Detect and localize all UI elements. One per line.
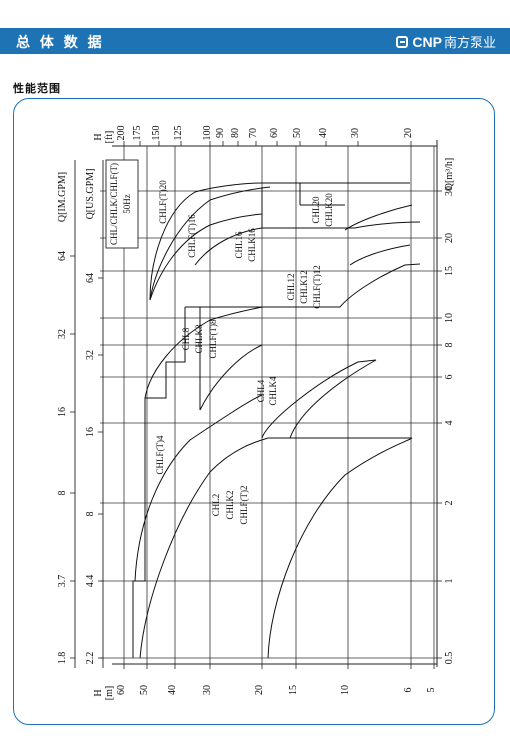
series-label-chl4-1: CHL4	[256, 379, 266, 402]
curve-chl12-lower	[339, 263, 421, 308]
q-m3h-axis-label: Q[m³/h]	[444, 158, 455, 190]
curve-chl2-lower	[267, 437, 413, 659]
series-label-chl20-2: CHLK20	[324, 193, 334, 227]
chart-title: CHL/CHLK/CHLF(T)	[109, 163, 119, 245]
h-ft-tick-label-90: 90	[215, 128, 226, 138]
q-m3h-tick-label-6: 6	[444, 375, 455, 380]
h-m-tick-label-10: 10	[340, 685, 351, 695]
series-label-chl2-2: CHLK2	[225, 491, 235, 520]
q-m3h-tick-label-1: 1	[444, 579, 455, 584]
q-im-gpm-tick-label-8: 8	[57, 491, 68, 496]
curve-chl8-lower	[199, 344, 263, 411]
h-ft-tick-label-70: 70	[248, 128, 259, 138]
curve-chl16-lower	[194, 227, 355, 266]
q-m3h-tick-label-20: 20	[444, 233, 455, 243]
series-label-chlf16-1: CHLF(T)16	[187, 214, 197, 258]
q-m3h-tick-label-30: 30	[444, 186, 455, 196]
q-im-gpm-tick-label-1.8: 1.8	[57, 652, 68, 665]
series-label-chl2-3: CHLF(T)2	[239, 486, 249, 525]
h-ft-tick-label-100: 100	[202, 126, 213, 141]
curve-chl20-right	[344, 204, 413, 231]
brand-en: CNP	[412, 33, 442, 50]
q-us-gpm-tick-label-16: 16	[85, 427, 96, 437]
h-ft-tick-label-175: 175	[132, 126, 143, 141]
h-ft-tick-label-50: 50	[292, 128, 303, 138]
q-im-gpm-tick-label-64: 64	[57, 251, 68, 261]
series-label-chlf4-1: CHLF(T)4	[155, 435, 165, 474]
q-us-gpm-axis-label: Q[US.GPM]	[85, 169, 96, 220]
q-m3h-tick-label-10: 10	[444, 313, 455, 323]
curve-chl4	[261, 359, 377, 439]
q-us-gpm-tick-label-64: 64	[85, 273, 96, 283]
h-m-tick-label-20: 20	[254, 685, 265, 695]
q-im-gpm-tick-label-3.7: 3.7	[57, 575, 68, 588]
h-ft-tick-label-80: 80	[230, 128, 241, 138]
q-us-gpm-tick-label-32: 32	[85, 350, 96, 360]
series-label-chl4-2: CHLK4	[268, 376, 278, 405]
header-title: 总 体 数 据	[16, 34, 105, 50]
h-ft-tick-label-200: 200	[116, 126, 127, 141]
h-m-tick-label-6: 6	[403, 688, 414, 693]
series-label-chl8-2: CHLK8	[194, 324, 204, 353]
q-im-gpm-tick-label-16: 16	[57, 407, 68, 417]
h-m-tick-label-40: 40	[167, 685, 178, 695]
h-ft-tick-label-30: 30	[350, 128, 361, 138]
curve-chl4-lower	[289, 359, 377, 439]
q-m3h-tick-label-4: 4	[444, 421, 455, 426]
series-label-chlf20-1: CHLF(T)20	[158, 180, 168, 224]
series-label-chl8-3: CHLF(T)8	[208, 319, 218, 358]
h-ft-tick-label-20: 20	[403, 128, 414, 138]
q-us-gpm-tick-label-2.2: 2.2	[85, 652, 96, 665]
brand-logo: CNP 南方泵业	[396, 32, 496, 51]
h-ft-tick-label-150: 150	[151, 126, 162, 141]
brand-cn: 南方泵业	[443, 35, 496, 50]
curve-chl16-right	[354, 221, 421, 229]
q-us-gpm-tick-label-8: 8	[85, 512, 96, 517]
h-ft-tick-label-40: 40	[318, 128, 329, 138]
curve-chlf16	[149, 186, 271, 301]
chart-title-box	[105, 159, 139, 249]
series-label-chl16-1: CHL16	[234, 231, 244, 259]
h-m-tick-label-60: 60	[116, 685, 127, 695]
curve-chl16	[149, 213, 263, 301]
h-ft-tick-label-125: 125	[173, 126, 184, 141]
h-m-axis-label-top: H	[93, 689, 104, 696]
curve-chlf4	[134, 394, 263, 582]
h-m-tick-label-15: 15	[288, 685, 299, 695]
series-label-chl12-3: CHLF(T)12	[312, 265, 322, 309]
curve-chlf20	[149, 182, 263, 301]
q-us-gpm-tick-label-4.4: 4.4	[85, 575, 96, 588]
h-ft-axis-label-top: H	[93, 133, 104, 140]
chart-frame	[13, 98, 495, 725]
page-header: 总 体 数 据 CNP 南方泵业	[0, 28, 510, 54]
h-m-tick-label-5: 5	[426, 688, 437, 693]
section-title: 性能范围	[13, 83, 61, 95]
series-label-chl20-1: CHL20	[311, 196, 321, 224]
series-label-chl8-1: CHL8	[181, 327, 191, 350]
box-chl8	[145, 307, 186, 399]
h-m-tick-label-30: 30	[202, 685, 213, 695]
q-im-gpm-axis-label: Q[IM.GPM]	[57, 172, 68, 222]
q-m3h-tick-label-15: 15	[444, 266, 455, 276]
curve-chl2-upper	[139, 437, 269, 659]
curve-chl12-upper	[349, 244, 411, 266]
curve-chl8	[144, 306, 263, 399]
box-chlf4-left	[132, 398, 146, 658]
h-ft-tick-label-60: 60	[269, 128, 280, 138]
series-label-chl16-2: CHLK16	[247, 228, 257, 262]
q-im-gpm-tick-label-32: 32	[57, 329, 68, 339]
chart-subtitle: 50Hz	[122, 194, 132, 214]
series-label-chl2-1: CHL2	[211, 494, 221, 517]
series-label-chl12-1: CHL12	[286, 274, 296, 301]
q-m3h-tick-label-8: 8	[444, 343, 455, 348]
q-m3h-tick-label-0.5: 0.5	[444, 652, 455, 665]
h-m-tick-label-50: 50	[139, 685, 150, 695]
cnp-logo-icon	[396, 35, 409, 48]
h-m-axis-label-bottom: [m]	[104, 686, 115, 700]
h-ft-axis-label-bottom: [ft]	[104, 131, 115, 144]
series-label-chl12-2: CHLK12	[299, 270, 309, 304]
q-m3h-tick-label-2: 2	[444, 501, 455, 506]
